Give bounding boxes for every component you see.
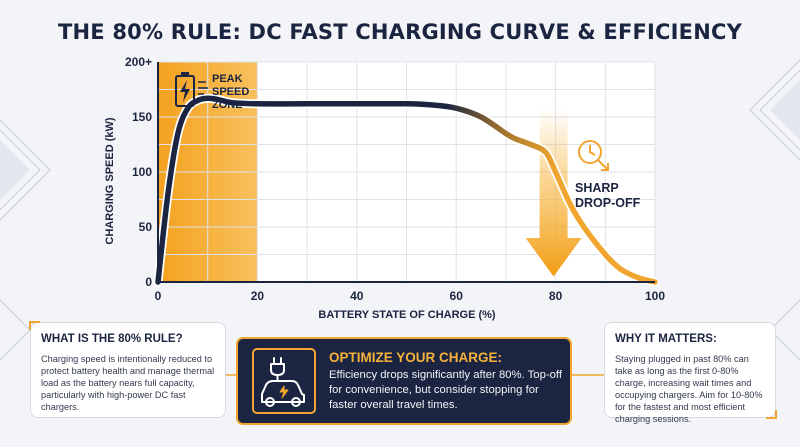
info-card-what-is: WHAT IS THE 80% RULE? Charging speed is … [30,322,226,418]
y-tick-label: 100 [132,165,152,179]
y-tick-label: 200+ [125,55,152,69]
card-body: Efficiency drops significantly after 80%… [329,369,562,411]
drop-off-label: SHARP DROP-OFF [575,181,641,210]
x-tick-label: 20 [251,289,265,303]
y-tick-label: 50 [139,220,153,234]
card-body: Charging speed is intentionally reduced … [41,354,215,412]
y-tick-label: 150 [132,110,152,124]
peak-zone-label: PEAK SPEED ZONE [212,73,252,111]
x-tick-label: 40 [350,289,364,303]
car-plug-icon [252,348,316,414]
card-heading: WHY IT MATTERS: [615,333,717,345]
y-axis-label: CHARGING SPEED (kW) [104,117,116,244]
y-tick-label: 0 [145,275,152,289]
card-heading: WHAT IS THE 80% RULE? [41,333,183,345]
x-tick-label: 100 [645,289,665,303]
x-tick-label: 60 [450,289,464,303]
card-body: Staying plugged in past 80% can take as … [615,354,763,424]
info-card-optimize: OPTIMIZE YOUR CHARGE: Efficiency drops s… [236,337,572,425]
info-card-why-matters: WHY IT MATTERS: Staying plugged in past … [604,322,776,424]
clock-arrow-icon [578,140,609,171]
page-title: THE 80% RULE: DC FAST CHARGING CURVE & E… [57,20,743,44]
card-heading: OPTIMIZE YOUR CHARGE: [329,350,503,365]
charging-curve-line [155,95,658,285]
x-axis-label: BATTERY STATE OF CHARGE (%) [318,309,496,321]
x-tick-label: 80 [549,289,563,303]
battery-charging-icon [175,72,208,107]
x-tick-label: 0 [155,289,162,303]
